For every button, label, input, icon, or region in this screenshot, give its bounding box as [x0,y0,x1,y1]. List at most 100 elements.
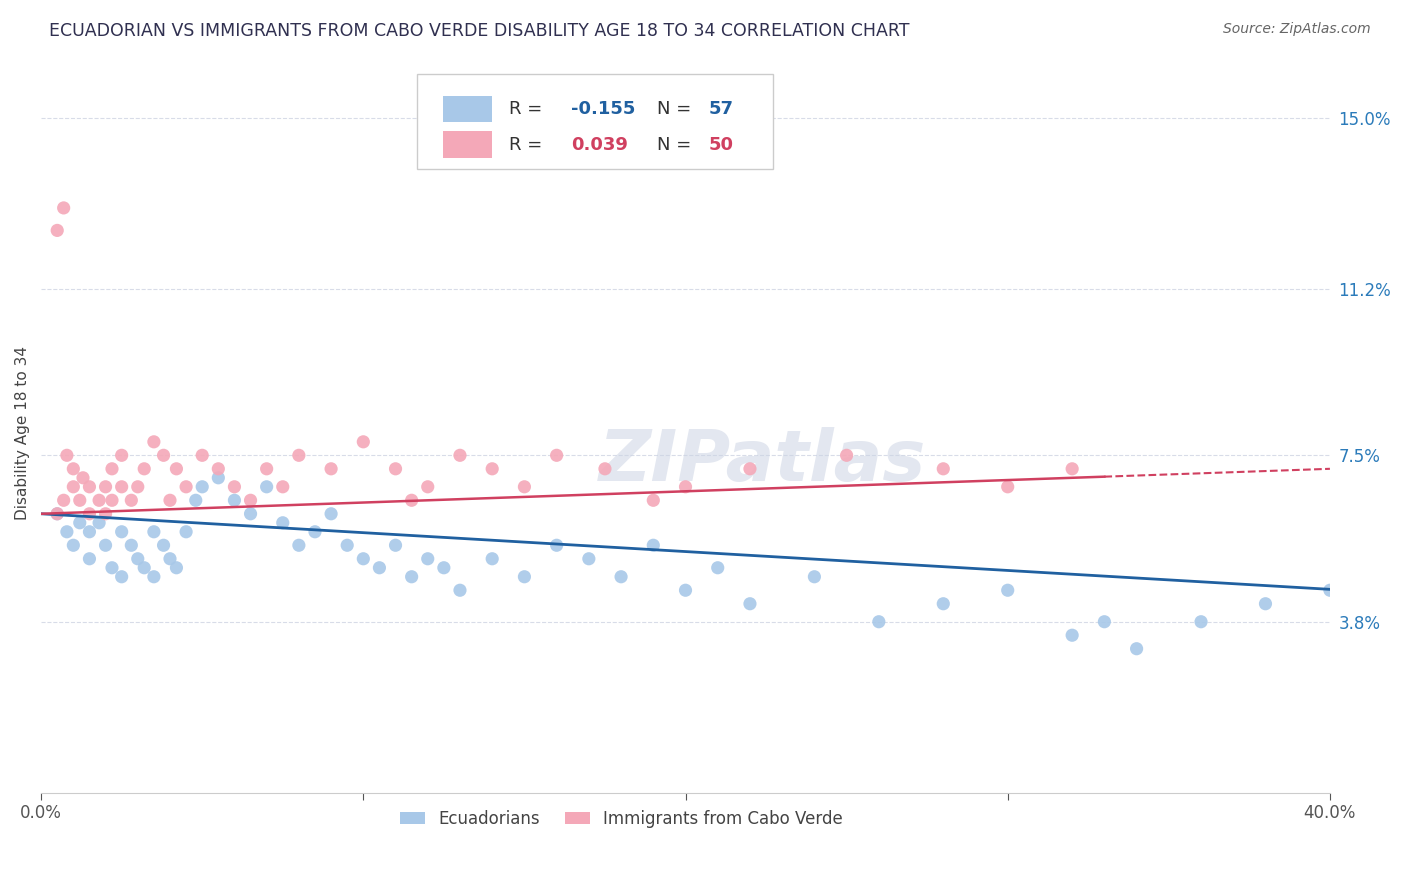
Point [288,448,311,462]
Point [319,462,342,476]
Point [319,507,342,521]
Point [101,560,124,574]
Point [368,560,391,574]
Point [932,597,955,611]
Point [546,538,568,552]
Text: Source: ZipAtlas.com: Source: ZipAtlas.com [1223,22,1371,37]
Legend: Ecuadorians, Immigrants from Cabo Verde: Ecuadorians, Immigrants from Cabo Verde [392,804,849,835]
Point [120,493,142,508]
Point [706,560,728,574]
Point [120,538,142,552]
Text: N =: N = [657,100,697,118]
Point [152,538,174,552]
Point [152,448,174,462]
Point [675,480,697,494]
Point [165,462,187,476]
Point [62,462,84,476]
Point [56,524,79,539]
Point [256,462,278,476]
Point [111,480,134,494]
Point [207,471,229,485]
Point [134,560,156,574]
Point [62,480,84,494]
Point [1189,615,1212,629]
Point [593,462,616,476]
Point [675,583,697,598]
Point [224,480,246,494]
Point [304,524,326,539]
Point [159,551,181,566]
Point [610,570,633,584]
Point [79,480,101,494]
Point [401,570,423,584]
Text: 50: 50 [709,136,734,153]
Point [481,551,503,566]
Point [174,524,197,539]
Point [101,493,124,508]
Point [142,570,165,584]
Text: R =: R = [509,136,548,153]
Point [643,538,665,552]
Point [416,551,439,566]
Point [46,507,69,521]
Point [1092,615,1115,629]
Point [52,493,75,508]
Point [449,583,471,598]
Point [94,480,117,494]
Point [352,434,374,449]
Point [239,507,262,521]
Point [72,471,94,485]
Point [111,524,134,539]
Point [384,462,406,476]
FancyBboxPatch shape [443,131,492,158]
Point [46,223,69,237]
Point [69,516,91,530]
Point [416,480,439,494]
Point [224,493,246,508]
Point [643,493,665,508]
Point [932,462,955,476]
Point [79,507,101,521]
Point [174,480,197,494]
Text: -0.155: -0.155 [571,100,636,118]
Point [239,493,262,508]
Point [134,462,156,476]
Point [578,551,600,566]
Text: 57: 57 [709,100,734,118]
FancyBboxPatch shape [418,74,773,169]
Point [997,480,1019,494]
Point [1062,628,1084,642]
Point [94,538,117,552]
Point [159,493,181,508]
Point [1125,641,1147,656]
Point [868,615,890,629]
Point [191,480,214,494]
Point [142,434,165,449]
Point [288,538,311,552]
FancyBboxPatch shape [443,96,492,122]
Point [513,480,536,494]
Point [101,462,124,476]
Point [835,448,858,462]
Point [546,448,568,462]
Point [207,462,229,476]
Y-axis label: Disability Age 18 to 34: Disability Age 18 to 34 [15,346,30,520]
Point [401,493,423,508]
Point [87,516,110,530]
Text: ZIPatlas: ZIPatlas [599,427,927,496]
Point [738,462,761,476]
Point [79,524,101,539]
Point [142,524,165,539]
Point [352,551,374,566]
Text: 0.039: 0.039 [571,136,627,153]
Point [384,538,406,552]
Point [271,516,294,530]
Point [111,448,134,462]
Point [271,480,294,494]
Point [79,551,101,566]
Point [69,493,91,508]
Point [52,201,75,215]
Point [127,480,149,494]
Point [997,583,1019,598]
Point [803,570,825,584]
